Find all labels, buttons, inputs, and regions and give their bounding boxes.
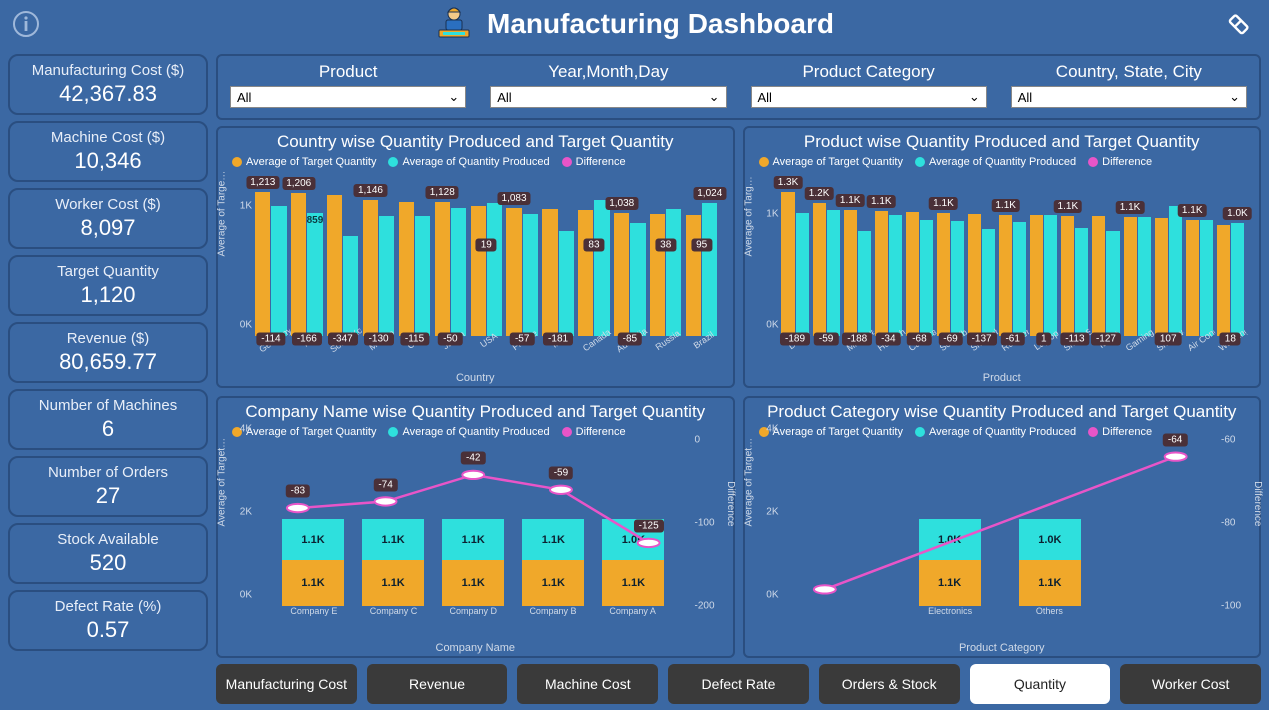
kpi-value: 1,120 bbox=[14, 282, 202, 308]
legend-item: Average of Target Quantity bbox=[759, 426, 903, 438]
kpi-card: Number of Orders 27 bbox=[8, 456, 208, 517]
chart-category: Product Category wise Quantity Produced … bbox=[743, 396, 1262, 658]
eraser-icon[interactable] bbox=[1223, 8, 1255, 40]
filter-label: Country, State, City bbox=[1056, 62, 1202, 82]
legend-item: Difference bbox=[1088, 426, 1152, 438]
kpi-card: Worker Cost ($) 8,097 bbox=[8, 188, 208, 249]
filter-select[interactable]: All⌄ bbox=[751, 86, 987, 108]
chart-company: Company Name wise Quantity Produced and … bbox=[216, 396, 735, 658]
kpi-label: Revenue ($) bbox=[14, 330, 202, 347]
kpi-value: 80,659.77 bbox=[14, 349, 202, 375]
kpi-card: Revenue ($) 80,659.77 bbox=[8, 322, 208, 383]
kpi-card: Manufacturing Cost ($) 42,367.83 bbox=[8, 54, 208, 115]
kpi-value: 6 bbox=[14, 416, 202, 442]
tab-worker-cost[interactable]: Worker Cost bbox=[1120, 664, 1261, 704]
kpi-value: 10,346 bbox=[14, 148, 202, 174]
kpi-label: Manufacturing Cost ($) bbox=[14, 62, 202, 79]
kpi-label: Number of Machines bbox=[14, 397, 202, 414]
kpi-card: Number of Machines 6 bbox=[8, 389, 208, 450]
kpi-card: Defect Rate (%) 0.57 bbox=[8, 590, 208, 651]
kpi-value: 42,367.83 bbox=[14, 81, 202, 107]
legend-item: Difference bbox=[1088, 156, 1152, 168]
legend-item: Average of Quantity Produced bbox=[915, 156, 1076, 168]
filter-label: Product Category bbox=[802, 62, 934, 82]
chart-country: Country wise Quantity Produced and Targe… bbox=[216, 126, 735, 388]
tab-manufacturing-cost[interactable]: Manufacturing Cost bbox=[216, 664, 357, 704]
legend-item: Average of Quantity Produced bbox=[388, 156, 549, 168]
kpi-label: Number of Orders bbox=[14, 464, 202, 481]
chart-product: Product wise Quantity Produced and Targe… bbox=[743, 126, 1262, 388]
info-icon[interactable] bbox=[10, 8, 42, 40]
chevron-down-icon: ⌄ bbox=[1229, 89, 1240, 105]
kpi-card: Stock Available 520 bbox=[8, 523, 208, 584]
kpi-value: 520 bbox=[14, 550, 202, 576]
legend-item: Average of Target Quantity bbox=[232, 156, 376, 168]
kpi-label: Worker Cost ($) bbox=[14, 196, 202, 213]
chevron-down-icon: ⌄ bbox=[448, 89, 459, 105]
kpi-sidebar: Manufacturing Cost ($) 42,367.83 Machine C… bbox=[8, 54, 208, 704]
kpi-card: Machine Cost ($) 10,346 bbox=[8, 121, 208, 182]
kpi-value: 27 bbox=[14, 483, 202, 509]
chevron-down-icon: ⌄ bbox=[709, 89, 720, 105]
kpi-label: Stock Available bbox=[14, 531, 202, 548]
legend-item: Difference bbox=[562, 426, 626, 438]
legend-item: Difference bbox=[562, 156, 626, 168]
kpi-label: Target Quantity bbox=[14, 263, 202, 280]
tab-orders-stock[interactable]: Orders & Stock bbox=[819, 664, 960, 704]
filter-select[interactable]: All⌄ bbox=[230, 86, 466, 108]
page-title: Manufacturing Dashboard bbox=[487, 8, 834, 40]
tab-revenue[interactable]: Revenue bbox=[367, 664, 508, 704]
tab-machine-cost[interactable]: Machine Cost bbox=[517, 664, 658, 704]
kpi-value: 8,097 bbox=[14, 215, 202, 241]
filter-bar: Product All⌄ Year,Month,Day All⌄ Product Cat… bbox=[216, 54, 1261, 120]
filter-label: Year,Month,Day bbox=[548, 62, 668, 82]
legend-item: Average of Target Quantity bbox=[232, 426, 376, 438]
legend-item: Average of Target Quantity bbox=[759, 156, 903, 168]
legend-item: Average of Quantity Produced bbox=[915, 426, 1076, 438]
tab-quantity[interactable]: Quantity bbox=[970, 664, 1111, 704]
bottom-tabs: Manufacturing CostRevenueMachine CostDef… bbox=[216, 664, 1261, 704]
chevron-down-icon: ⌄ bbox=[969, 89, 980, 105]
filter-select[interactable]: All⌄ bbox=[1011, 86, 1247, 108]
kpi-label: Defect Rate (%) bbox=[14, 598, 202, 615]
kpi-value: 0.57 bbox=[14, 617, 202, 643]
kpi-card: Target Quantity 1,120 bbox=[8, 255, 208, 316]
header: Manufacturing Dashboard bbox=[0, 0, 1269, 48]
filter-label: Product bbox=[319, 62, 378, 82]
kpi-label: Machine Cost ($) bbox=[14, 129, 202, 146]
filter-select[interactable]: All⌄ bbox=[490, 86, 726, 108]
worker-icon bbox=[435, 2, 473, 47]
legend-item: Average of Quantity Produced bbox=[388, 426, 549, 438]
tab-defect-rate[interactable]: Defect Rate bbox=[668, 664, 809, 704]
